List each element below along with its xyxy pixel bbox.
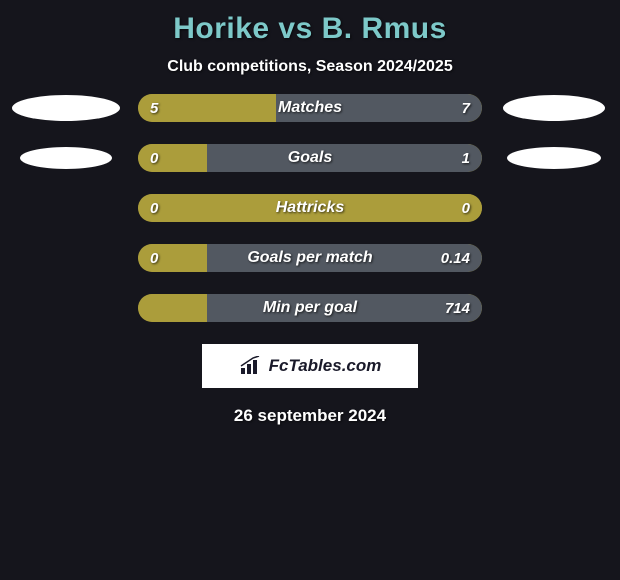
stat-label: Matches: [138, 94, 482, 122]
ellipse-icon: [12, 95, 120, 121]
stat-value-right: 7: [462, 94, 470, 122]
stat-label: Hattricks: [138, 194, 482, 222]
stat-label: Min per goal: [138, 294, 482, 322]
team-logo-left: [10, 144, 122, 172]
stats-comparison-card: Horike vs B. Rmus Club competitions, Sea…: [0, 0, 620, 430]
brand-badge: FcTables.com: [202, 344, 418, 388]
stat-label: Goals per match: [138, 244, 482, 272]
stat-bar: 0 Hattricks 0: [138, 194, 482, 222]
chart-icon: [239, 356, 263, 376]
stat-bar: 0 Goals per match 0.14: [138, 244, 482, 272]
stat-value-right: 0.14: [441, 244, 470, 272]
stat-row: 0 Hattricks 0: [0, 194, 620, 222]
stat-value-right: 0: [462, 194, 470, 222]
date-text: 26 september 2024: [0, 402, 620, 430]
team-logo-right: [498, 144, 610, 172]
brand-text: FcTables.com: [269, 356, 382, 376]
team-logo-right: [498, 194, 610, 222]
team-logo-left: [10, 294, 122, 322]
ellipse-icon: [507, 147, 601, 169]
stat-row: 0 Goals per match 0.14: [0, 244, 620, 272]
stat-label: Goals: [138, 144, 482, 172]
stat-bar: 5 Matches 7: [138, 94, 482, 122]
stat-bar: Min per goal 714: [138, 294, 482, 322]
stat-value-right: 714: [445, 294, 470, 322]
stat-value-right: 1: [462, 144, 470, 172]
ellipse-icon: [20, 147, 112, 169]
page-title: Horike vs B. Rmus: [0, 0, 620, 52]
stat-row: Min per goal 714: [0, 294, 620, 322]
team-logo-right: [498, 244, 610, 272]
page-subtitle: Club competitions, Season 2024/2025: [0, 52, 620, 94]
stat-bar: 0 Goals 1: [138, 144, 482, 172]
team-logo-right: [498, 294, 610, 322]
stat-row: 0 Goals 1: [0, 144, 620, 172]
team-logo-left: [10, 244, 122, 272]
team-logo-left: [10, 194, 122, 222]
team-logo-left: [10, 94, 122, 122]
ellipse-icon: [503, 95, 605, 121]
stat-row: 5 Matches 7: [0, 94, 620, 122]
team-logo-right: [498, 94, 610, 122]
